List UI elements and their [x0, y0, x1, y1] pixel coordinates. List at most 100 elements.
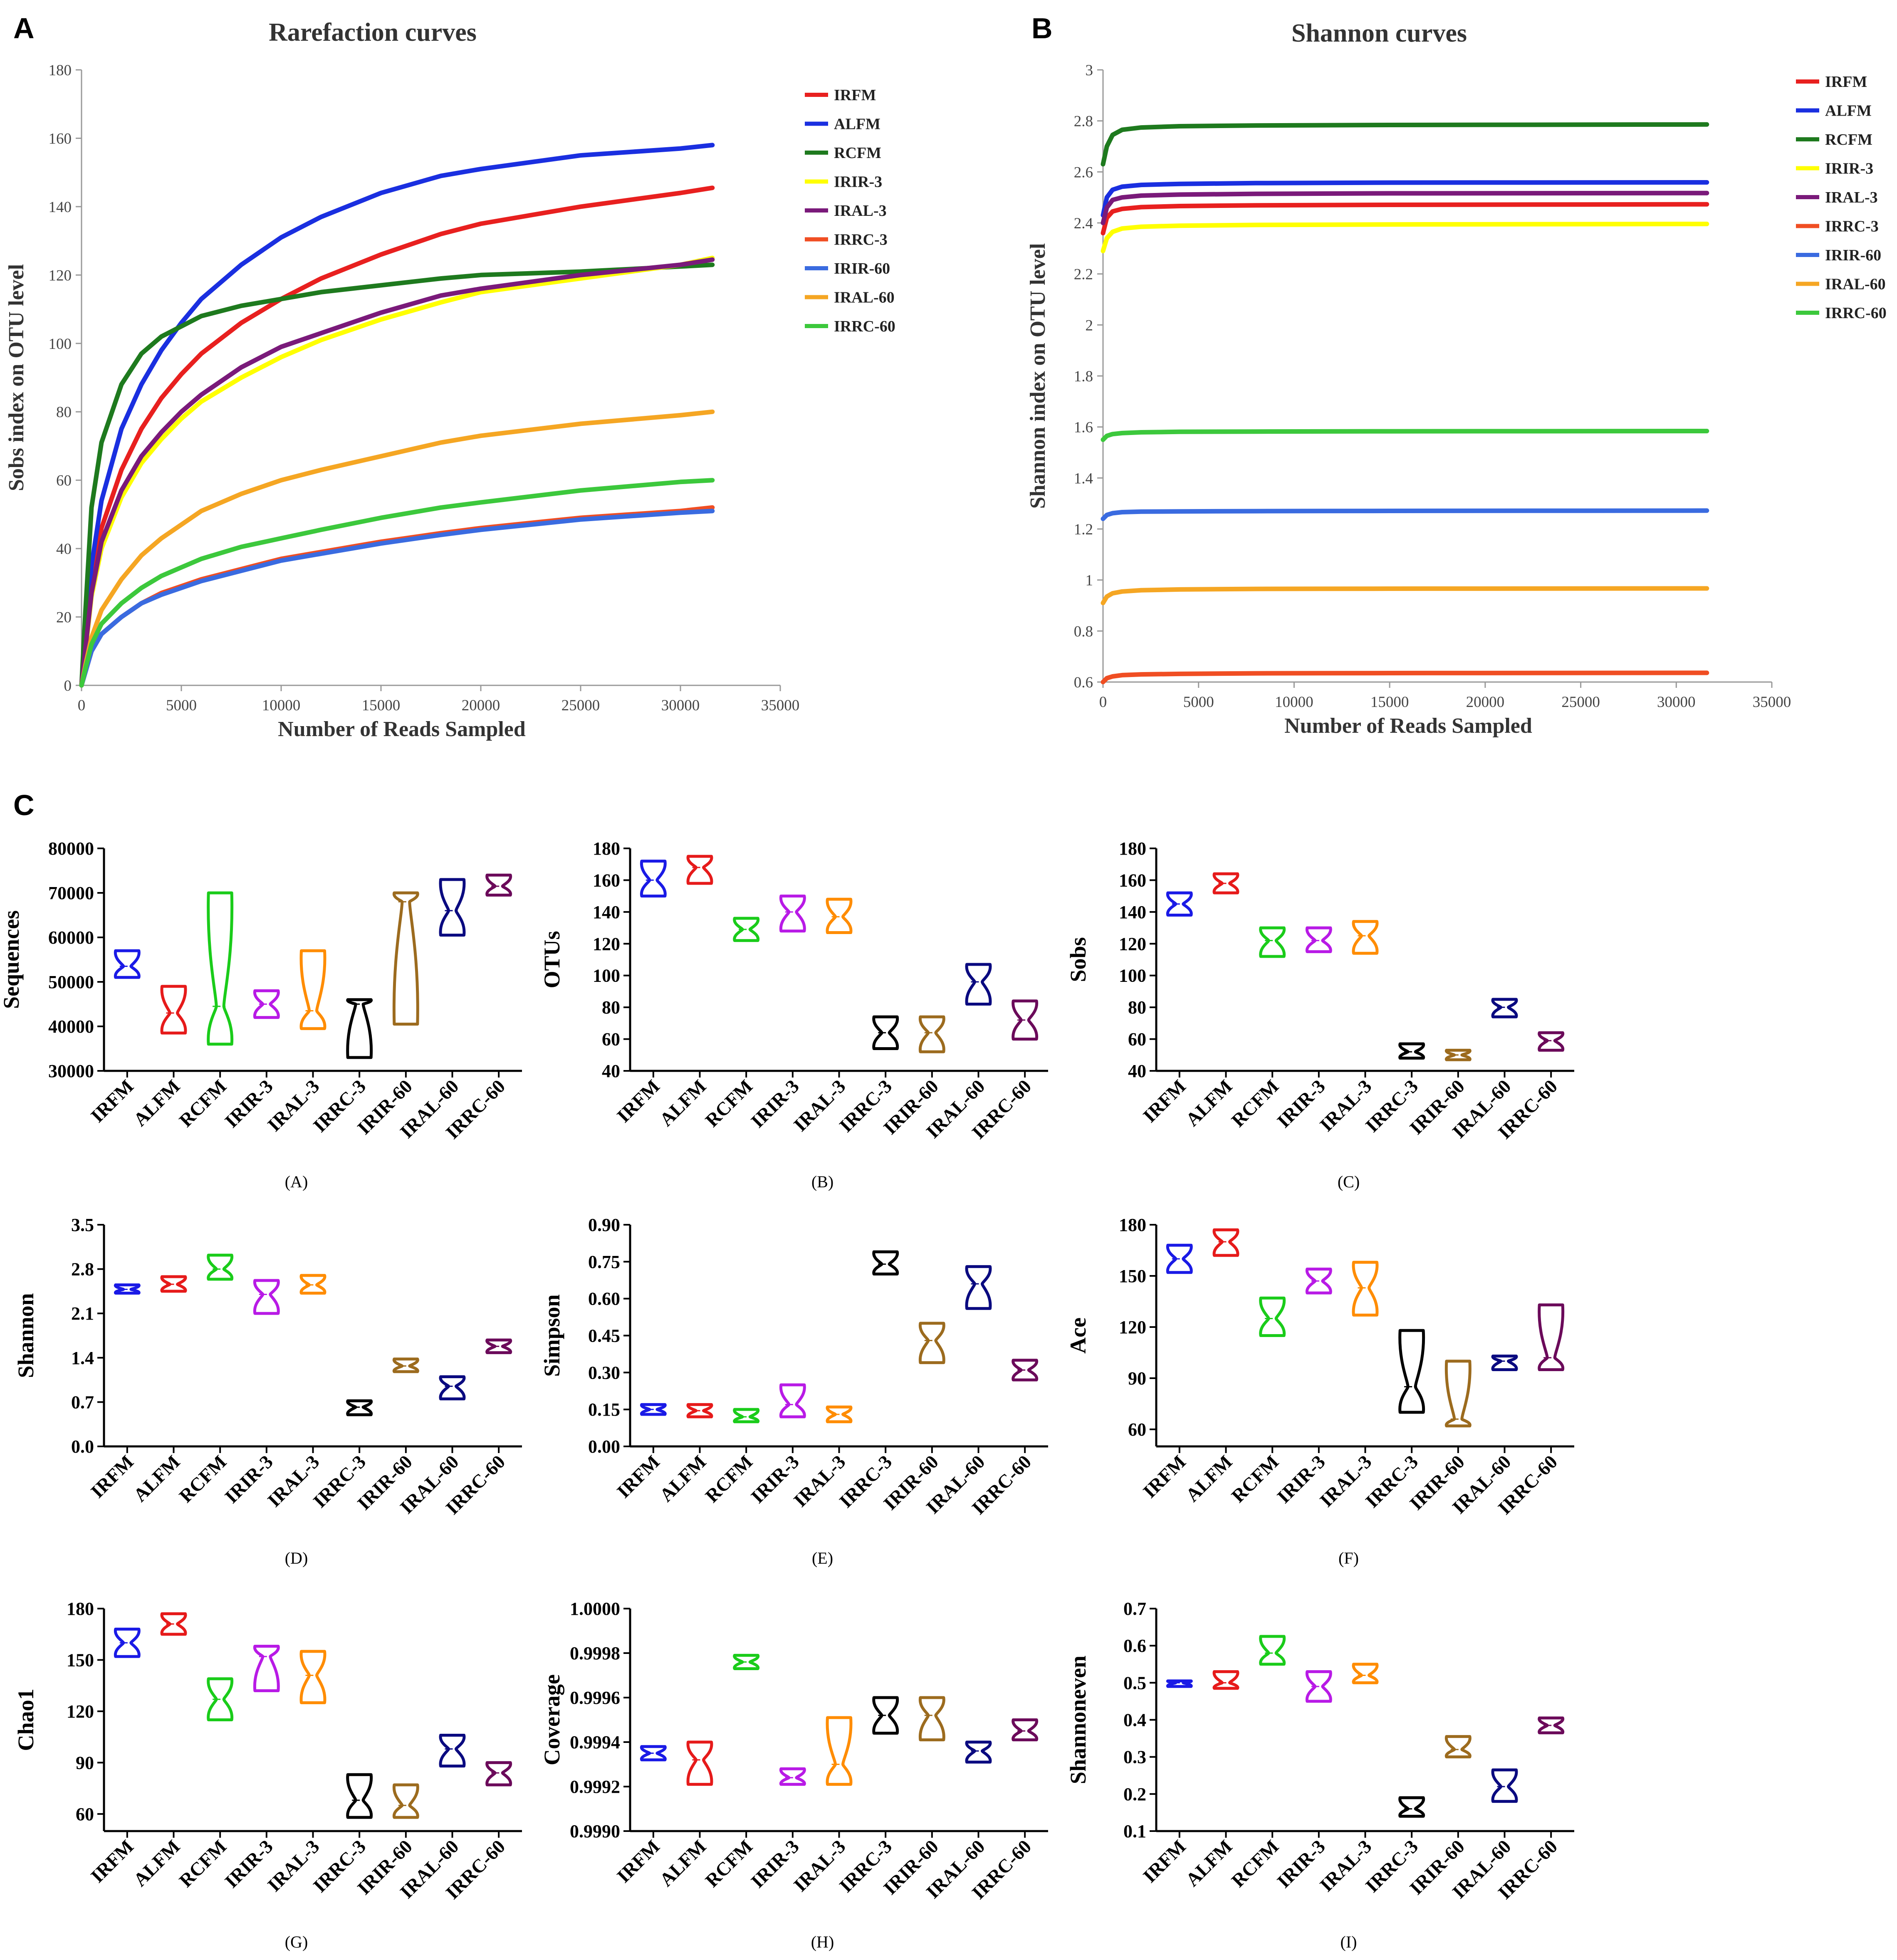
y-tick-label: 0.9992 — [570, 1777, 620, 1797]
violin-irir-3 — [779, 1767, 806, 1786]
violin-irir-3 — [779, 1383, 806, 1419]
y-tick-label: 60 — [1128, 1419, 1146, 1440]
violin-irrc-60 — [1538, 1716, 1564, 1735]
legend-label: IRAL-60 — [1825, 276, 1886, 293]
legend-label: RCFM — [834, 144, 881, 162]
legend-label: IRRC-3 — [834, 231, 888, 249]
x-tick-label: ALFM — [129, 1836, 184, 1891]
violin-iral-60 — [965, 1740, 992, 1764]
y-tick-label: 40 — [602, 1061, 620, 1081]
violin-irrc-60 — [1538, 1031, 1564, 1052]
shannon-curves-chart: Shannon curves 0.6 0.8 1 1.2 1.4 1.6 1.8 2 2.2 2.4… — [1026, 19, 1887, 738]
x-tick-label: RCFM — [701, 1451, 757, 1507]
x-tick-label: 25000 — [561, 697, 600, 714]
y-tick-label: 120 — [1119, 934, 1146, 954]
y-tick-label: 1.4 — [71, 1348, 94, 1368]
y-tick-label: 40000 — [48, 1016, 94, 1037]
legend-label: IRFM — [834, 87, 876, 104]
violin-irrc-3 — [872, 1015, 899, 1050]
violin-irrc-3 — [346, 998, 373, 1059]
y-tick-label: 0.00 — [588, 1436, 620, 1457]
y-tick-label: 120 — [593, 934, 620, 954]
violin-irir-60 — [393, 1783, 419, 1819]
y-tick-label: 40 — [56, 541, 72, 558]
legend-label: IRIR-60 — [834, 260, 890, 277]
y-tick-label: 0.9998 — [570, 1643, 620, 1663]
violin-irir-3 — [253, 1279, 280, 1315]
y-tick-label: 90 — [1128, 1368, 1146, 1389]
panel-sublabel: (H) — [811, 1933, 834, 1951]
violin-iral-3 — [299, 1274, 326, 1295]
y-axis-title: Simpson — [539, 1294, 564, 1377]
x-tick-label: 35000 — [1753, 694, 1791, 711]
series-line-alfm — [79, 143, 715, 688]
y-tick-label: 0.30 — [588, 1362, 620, 1383]
violin-plot-a: 30000 40000 50000 60000 70000 80000 Sequences I… — [0, 838, 522, 1191]
y-tick-label: 160 — [593, 870, 620, 890]
legend-label: IRAL-3 — [834, 202, 887, 220]
violin-irrc-60 — [485, 1338, 512, 1354]
violin-iral-60 — [965, 963, 992, 1006]
y-tick-label: 2.8 — [1074, 113, 1093, 130]
y-tick-label: 140 — [49, 199, 72, 216]
series-line-iral-60 — [1101, 586, 1709, 606]
series-line-irir-60 — [1101, 508, 1709, 521]
legend-label: IRFM — [1825, 73, 1867, 91]
y-axis-title: OTUs — [539, 931, 564, 988]
x-tick-label: 30000 — [1657, 694, 1696, 711]
violin-irrc-60 — [485, 1761, 512, 1787]
legend-label: IRIR-3 — [834, 173, 882, 191]
y-tick-label: 140 — [1119, 902, 1146, 922]
y-tick-label: 0.3 — [1123, 1747, 1146, 1767]
violin-plot-e: 0.00 0.15 0.30 0.45 0.60 0.75 0.90 Simpson IRFMA… — [539, 1215, 1048, 1567]
violin-alfm — [1212, 1228, 1239, 1257]
panel-sublabel: (B) — [811, 1172, 833, 1191]
y-axis-title: Shannoneven — [1066, 1656, 1091, 1784]
legend-label: IRIR-60 — [1825, 247, 1881, 264]
violin-irfm — [1166, 891, 1193, 917]
panel-letter-c: C — [13, 789, 35, 821]
legend-label: ALFM — [1825, 102, 1872, 120]
chart-title: Rarefaction curves — [269, 18, 477, 47]
violin-irir-60 — [918, 1696, 945, 1742]
violin-rcfm — [1259, 1635, 1286, 1666]
x-tick-label: RCFM — [1227, 1075, 1283, 1131]
violin-alfm — [160, 1275, 187, 1293]
violin-irrc-3 — [346, 1773, 373, 1819]
y-tick-label: 2.8 — [71, 1259, 94, 1280]
y-tick-label: 2.1 — [71, 1303, 94, 1324]
x-tick-label: RCFM — [701, 1836, 757, 1891]
x-tick-label: 15000 — [362, 697, 401, 714]
violin-rcfm — [207, 891, 234, 1046]
y-tick-label: 160 — [49, 130, 72, 147]
y-tick-label: 0.9990 — [570, 1821, 620, 1841]
y-tick-label: 2 — [1086, 317, 1093, 334]
violin-irir-3 — [1306, 1670, 1332, 1703]
y-tick-label: 60 — [56, 472, 72, 489]
violin-irrc-3 — [872, 1696, 899, 1735]
x-tick-label: IRFM — [87, 1836, 138, 1887]
x-tick-label: IRFM — [1139, 1836, 1190, 1887]
violin-alfm — [160, 985, 187, 1035]
y-tick-label: 2.2 — [1074, 266, 1093, 283]
violin-plot-h: 0.9990 0.9992 0.9994 0.9996 0.9998 1.0000 Cove… — [539, 1599, 1048, 1951]
y-tick-label: 0.8 — [1074, 623, 1093, 640]
violin-irrc-60 — [1012, 999, 1038, 1041]
violin-rcfm — [733, 917, 759, 942]
y-tick-label: 1.0000 — [570, 1599, 620, 1619]
y-tick-label: 180 — [1119, 838, 1146, 859]
legend-label: IRAL-3 — [1825, 189, 1878, 206]
y-tick-label: 0.7 — [71, 1392, 94, 1412]
y-tick-label: 0 — [64, 677, 72, 695]
violin-rcfm — [1259, 926, 1286, 958]
x-tick-label: RCFM — [175, 1075, 231, 1131]
legend-label: ALFM — [834, 116, 880, 133]
y-axis-title: Shannon — [13, 1293, 38, 1378]
x-tick-label: IRFM — [613, 1075, 664, 1127]
panel-sublabel: (D) — [285, 1549, 308, 1567]
series-line-irrc-60 — [1101, 429, 1709, 442]
x-tick-label: 20000 — [1466, 694, 1505, 711]
x-axis-title: Number of Reads Sampled — [1284, 714, 1532, 738]
y-axis-title: Shannon index on OTU level — [1026, 243, 1050, 509]
